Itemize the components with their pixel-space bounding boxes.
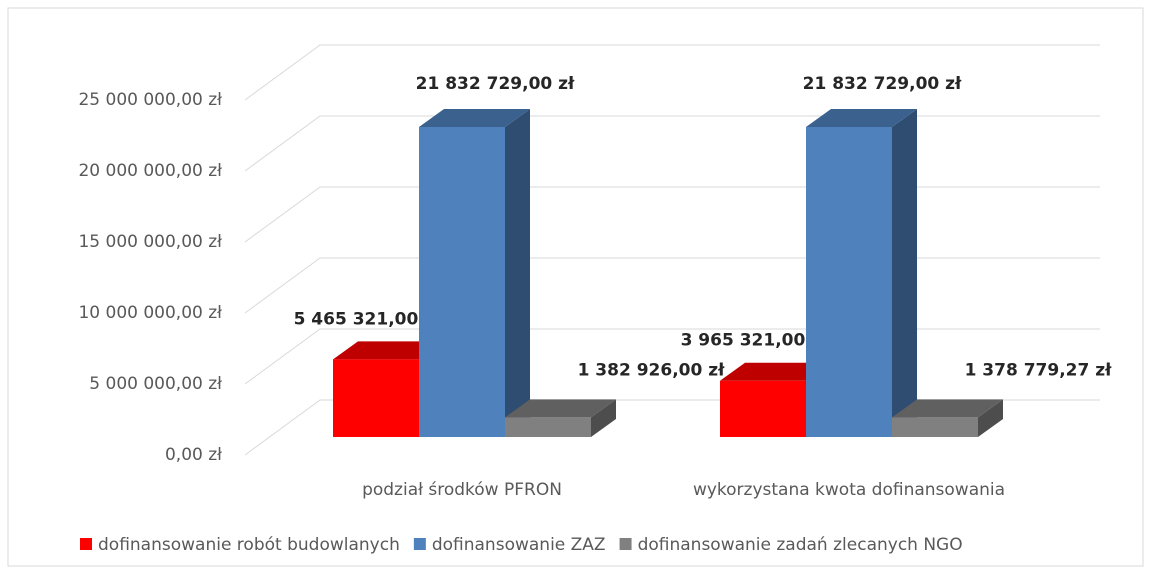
bar-side xyxy=(892,108,917,437)
y-tick-label: 20 000 000,00 zł xyxy=(78,161,222,181)
bar xyxy=(419,108,530,437)
y-tick-label: 15 000 000,00 zł xyxy=(78,232,222,252)
bar-top xyxy=(419,108,530,127)
value-label: 5 465 321,00 zł xyxy=(294,309,442,329)
legend-label: dofinansowanie zadań zlecanych NGO xyxy=(638,535,963,555)
legend-label: dofinansowanie robót budowlanych xyxy=(98,535,400,555)
bar-top xyxy=(333,341,444,360)
bar-front xyxy=(333,359,419,437)
bar-top xyxy=(892,399,1003,418)
x-tick-label: wykorzystana kwota dofinansowania xyxy=(693,480,1005,500)
legend-label: dofinansowanie ZAZ xyxy=(432,535,606,555)
bar-front xyxy=(806,126,892,437)
legend-swatch xyxy=(413,538,426,550)
y-tick-label: 5 000 000,00 zł xyxy=(89,374,222,394)
bar-side xyxy=(591,399,616,437)
bar xyxy=(505,399,616,437)
y-tick-label: 10 000 000,00 zł xyxy=(78,303,222,323)
bar-front xyxy=(720,380,806,437)
grid-line xyxy=(244,44,1100,101)
value-label: 1 382 926,00 zł xyxy=(578,360,726,380)
bar-front xyxy=(505,417,591,437)
bar-top xyxy=(505,399,616,418)
bar-front xyxy=(419,126,505,437)
value-label: 3 965 321,00 zł xyxy=(681,331,829,351)
bar-side xyxy=(505,108,530,437)
x-tick-label: podział środków PFRON xyxy=(362,480,562,500)
value-label: 1 378 779,27 zł xyxy=(965,360,1113,380)
bar-top xyxy=(720,362,831,381)
bar-side xyxy=(978,399,1003,437)
bar-front xyxy=(892,417,978,437)
bar xyxy=(892,399,1003,437)
y-tick-label: 0,00 zł xyxy=(165,445,222,465)
legend-swatch xyxy=(619,538,632,550)
value-label: 21 832 729,00 zł xyxy=(803,74,962,94)
legend-swatch xyxy=(80,538,92,550)
y-tick-label: 25 000 000,00 zł xyxy=(78,90,222,110)
value-label: 21 832 729,00 zł xyxy=(416,74,575,94)
bar-top xyxy=(806,108,917,127)
bar xyxy=(806,108,917,437)
chart-border xyxy=(7,7,1144,567)
